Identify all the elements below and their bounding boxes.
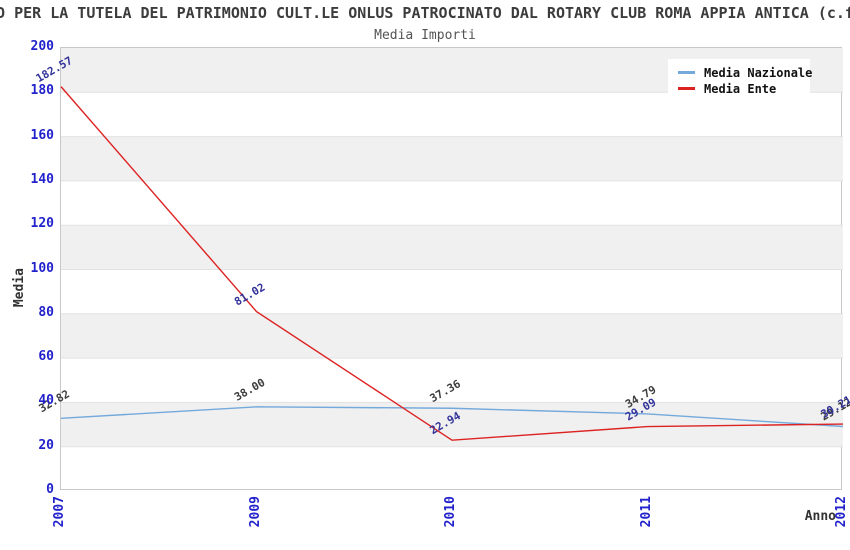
- legend-item: Media Nazionale: [668, 65, 813, 80]
- plot-area: 32.82 38.00 37.36 34.79 29.12 182.57 81.02 22.9…: [34, 47, 850, 490]
- y-tick-label: 60: [38, 349, 54, 365]
- legend: Media Nazionale Media Ente: [668, 59, 813, 102]
- y-tick-label: 0: [46, 482, 54, 497]
- y-tick-label: 140: [30, 171, 54, 187]
- plot-band: [61, 402, 843, 447]
- page-title: O PER LA TUTELA DEL PATRIMONIO CULT.LE O…: [0, 4, 850, 22]
- legend-label: Media Nazionale: [704, 65, 813, 80]
- series-line-media-nazionale: [60, 406, 844, 428]
- y-tick-label: 100: [30, 260, 54, 276]
- plot-band: [61, 225, 843, 270]
- y-tick-label: 200: [30, 39, 54, 54]
- legend-item: Media Ente: [668, 81, 810, 96]
- data-label: 37.36: [428, 377, 464, 405]
- chart-drawing: 32.82 38.00 37.36 34.79 29.12182.5781.0222.9…: [34, 48, 850, 448]
- y-tick-label: 80: [38, 304, 54, 320]
- y-tick-label: 160: [30, 127, 54, 143]
- legend-label: Media Ente: [704, 81, 777, 96]
- x-axis-title: Anno: [804, 509, 836, 524]
- y-tick-label: 40: [38, 393, 54, 409]
- x-tick-label: 2007: [52, 496, 67, 528]
- x-tick-label: 2011: [638, 496, 654, 528]
- plot-band: [61, 313, 843, 359]
- series-line-media-ente: [60, 86, 844, 441]
- legend-line-swatch: [678, 87, 695, 90]
- legend-line-swatch: [678, 71, 695, 74]
- x-tick-label: 2010: [443, 496, 458, 528]
- y-tick-label: 20: [38, 437, 54, 453]
- plot-band: [61, 136, 843, 181]
- data-label: 38.00: [232, 376, 267, 404]
- x-tick-label: 2012: [834, 496, 849, 528]
- y-tick-label: 120: [30, 216, 54, 232]
- chart-title: Media Importi: [374, 28, 476, 43]
- x-tick-label: 2009: [247, 496, 263, 528]
- y-tick-label: 180: [30, 83, 54, 99]
